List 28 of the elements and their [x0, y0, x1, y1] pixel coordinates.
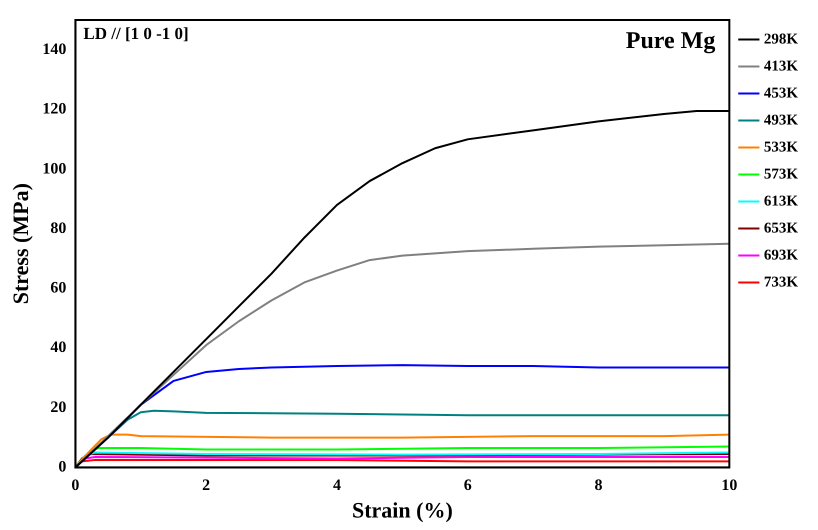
legend-label: 733K	[764, 274, 798, 290]
legend-label: 493K	[764, 112, 798, 128]
x-tick-label: 10	[721, 477, 738, 494]
legend-label: 693K	[764, 247, 798, 264]
y-tick-label: 140	[42, 40, 66, 58]
legend-label: 453K	[764, 85, 798, 102]
x-axis-title: Strain (%)	[352, 497, 453, 522]
y-axis-title: Stress (MPa)	[8, 183, 33, 304]
y-tick-label: 20	[50, 398, 66, 416]
x-tick-label: 2	[202, 477, 210, 494]
y-tick-label: 60	[50, 280, 66, 297]
x-tick-label: 6	[464, 477, 472, 494]
x-tick-label: 8	[594, 477, 603, 494]
x-tick-label: 0	[71, 477, 80, 494]
y-tick-label: 0	[58, 458, 66, 476]
legend-label: 573K	[764, 166, 798, 182]
y-tick-label: 40	[50, 339, 66, 356]
y-tick-label: 120	[42, 100, 66, 118]
legend-label: 298K	[764, 31, 798, 48]
legend-label: 413K	[764, 58, 798, 74]
legend-label: 533K	[764, 139, 798, 156]
legend-label: 653K	[764, 220, 798, 236]
y-tick-label: 80	[50, 220, 66, 237]
x-tick-label: 4	[332, 477, 341, 494]
legend-label: 613K	[764, 193, 798, 210]
annotation: LD // [1 0 -1 0]	[83, 24, 189, 43]
y-tick-label: 100	[42, 160, 66, 178]
annotation: Pure Mg	[626, 28, 716, 54]
